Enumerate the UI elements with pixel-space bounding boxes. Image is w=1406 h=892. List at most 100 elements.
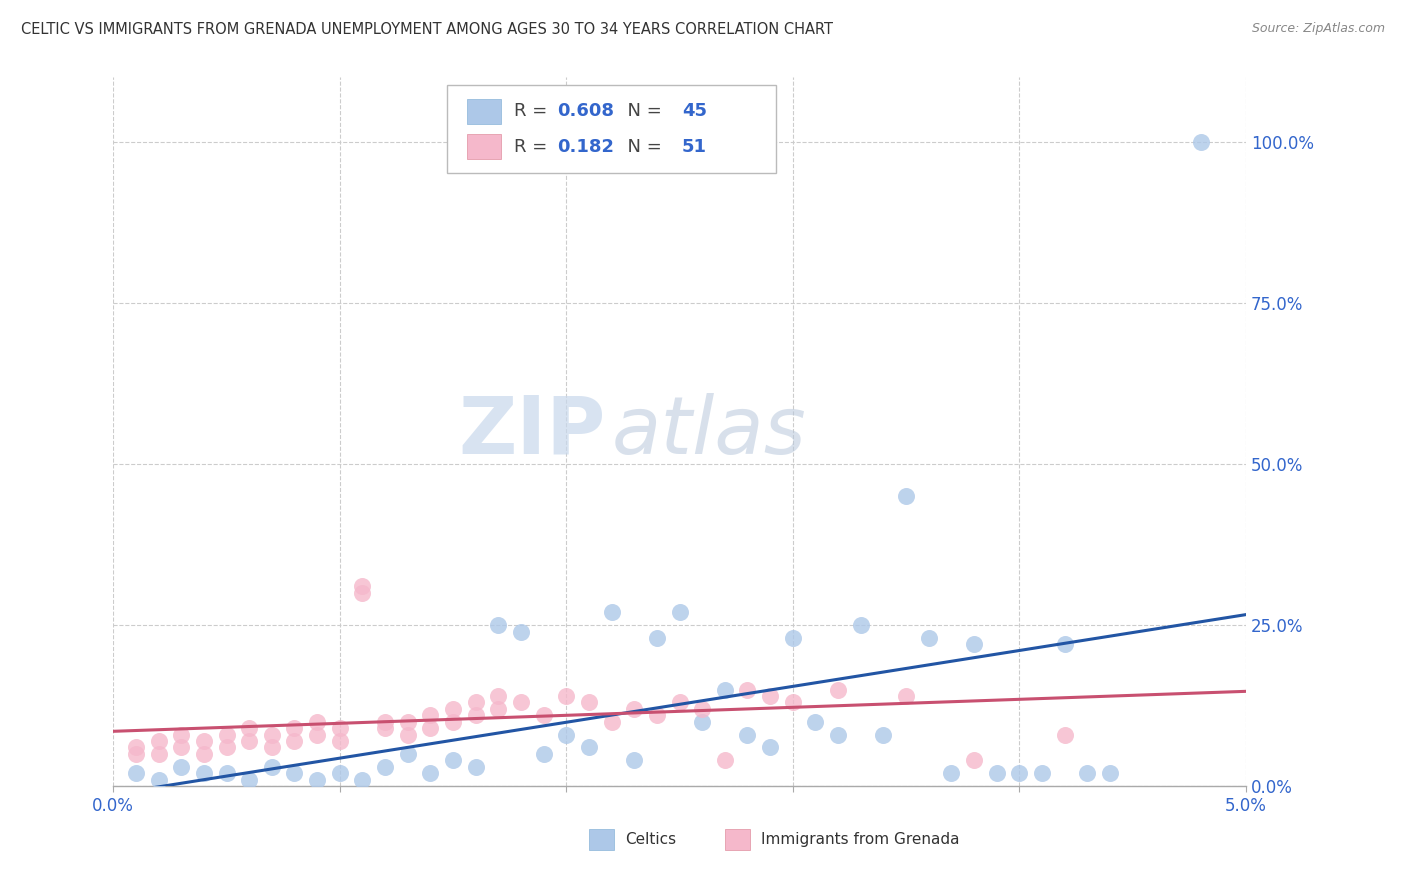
Point (533, 747, 555, 761)
Point (215, 728, 238, 742)
Text: 45: 45 (682, 103, 707, 120)
Point (260, 728, 283, 742)
Point (510, 695, 533, 709)
Point (555, 689, 578, 703)
Text: Immigrants from Grenada: Immigrants from Grenada (761, 832, 959, 847)
Point (396, 747, 419, 761)
Point (804, 714, 827, 729)
Text: 0.182: 0.182 (557, 138, 614, 156)
FancyBboxPatch shape (467, 99, 501, 124)
FancyBboxPatch shape (447, 85, 776, 173)
Point (307, 714, 329, 729)
Point (737, 728, 759, 742)
Text: R =: R = (515, 103, 553, 120)
Point (510, 624, 533, 639)
Point (623, 753, 645, 767)
Point (148, 734, 170, 748)
Point (578, 695, 600, 709)
Point (668, 695, 690, 709)
Point (329, 766, 352, 780)
Point (329, 721, 352, 735)
Point (578, 740, 600, 755)
Text: atlas: atlas (612, 392, 806, 471)
Point (918, 631, 941, 645)
Text: 0.608: 0.608 (557, 103, 614, 120)
Text: N =: N = (616, 138, 668, 156)
Point (148, 747, 170, 761)
Point (374, 721, 396, 735)
Point (215, 740, 238, 755)
Point (374, 714, 396, 729)
Point (690, 714, 713, 729)
Point (307, 772, 329, 787)
Point (1076, 766, 1098, 780)
Point (260, 740, 283, 755)
Text: 51: 51 (682, 138, 707, 156)
Point (374, 760, 396, 774)
Point (714, 682, 737, 697)
Point (827, 682, 849, 697)
Point (329, 734, 352, 748)
Point (464, 708, 486, 723)
Point (464, 695, 486, 709)
Point (148, 772, 170, 787)
Point (894, 689, 917, 703)
Point (464, 760, 486, 774)
Point (1053, 637, 1076, 651)
Point (307, 728, 329, 742)
Point (1189, 135, 1212, 149)
Point (486, 702, 509, 716)
Point (623, 702, 645, 716)
Text: Source: ZipAtlas.com: Source: ZipAtlas.com (1251, 22, 1385, 36)
Point (737, 682, 759, 697)
Point (1053, 728, 1076, 742)
Point (645, 631, 668, 645)
Point (352, 586, 374, 600)
Point (986, 766, 1008, 780)
Point (441, 753, 464, 767)
Text: R =: R = (515, 138, 553, 156)
Point (419, 766, 441, 780)
Point (782, 631, 804, 645)
Point (283, 766, 305, 780)
Point (193, 734, 215, 748)
Point (894, 489, 917, 503)
Point (125, 747, 148, 761)
FancyBboxPatch shape (467, 135, 501, 160)
Point (690, 702, 713, 716)
Point (283, 721, 305, 735)
Point (283, 734, 305, 748)
Point (396, 728, 419, 742)
Point (759, 740, 782, 755)
Point (125, 740, 148, 755)
Point (238, 734, 260, 748)
Point (260, 760, 283, 774)
Point (419, 708, 441, 723)
Point (668, 605, 690, 619)
Point (170, 728, 193, 742)
FancyBboxPatch shape (725, 829, 749, 850)
FancyBboxPatch shape (589, 829, 614, 850)
Point (215, 766, 238, 780)
Point (193, 766, 215, 780)
Point (1098, 766, 1121, 780)
Point (533, 708, 555, 723)
Text: N =: N = (616, 103, 668, 120)
Point (170, 740, 193, 755)
Point (193, 747, 215, 761)
Point (441, 714, 464, 729)
Point (419, 721, 441, 735)
Point (352, 772, 374, 787)
Text: Celtics: Celtics (626, 832, 676, 847)
Point (352, 579, 374, 593)
Point (600, 605, 623, 619)
Point (782, 695, 804, 709)
Point (872, 728, 894, 742)
Point (486, 618, 509, 632)
Point (238, 772, 260, 787)
Point (759, 689, 782, 703)
Point (1031, 766, 1053, 780)
Point (941, 766, 963, 780)
Point (849, 618, 872, 632)
Point (170, 760, 193, 774)
